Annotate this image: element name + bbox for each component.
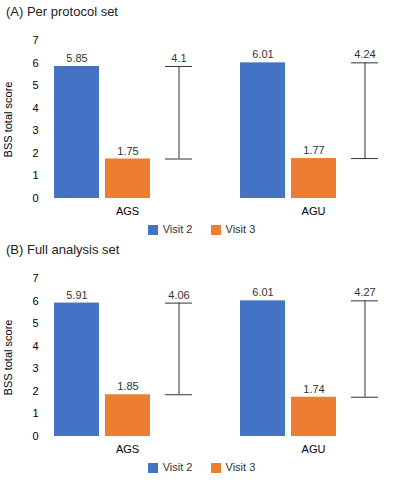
svg-text:4.24: 4.24 bbox=[354, 48, 375, 60]
svg-text:1: 1 bbox=[32, 407, 38, 419]
svg-text:AGS: AGS bbox=[116, 443, 139, 455]
html-text:Visit 3: Visit 3 bbox=[225, 461, 256, 473]
html-text:Visit 2: Visit 2 bbox=[162, 461, 193, 473]
svg-text:4.27: 4.27 bbox=[354, 286, 375, 298]
html-text:Visit 2: Visit 2 bbox=[162, 223, 193, 235]
svg-text:7: 7 bbox=[32, 34, 38, 46]
svg-text:BSS total score: BSS total score bbox=[2, 82, 14, 158]
svg-text:4.1: 4.1 bbox=[171, 52, 186, 64]
svg-text:2: 2 bbox=[32, 147, 38, 159]
svg-text:7: 7 bbox=[32, 272, 38, 284]
svg-text:3: 3 bbox=[32, 124, 38, 136]
svg-text:6: 6 bbox=[32, 295, 38, 307]
html-text:(A) Per protocol set: (A) Per protocol set bbox=[6, 4, 118, 19]
svg-text:AGU: AGU bbox=[302, 443, 326, 455]
svg-text:1.77: 1.77 bbox=[303, 144, 324, 156]
svg-text:BSS total score: BSS total score bbox=[2, 320, 14, 396]
svg-text:3: 3 bbox=[32, 362, 38, 374]
svg-text:1.74: 1.74 bbox=[303, 383, 324, 395]
svg-text:5.91: 5.91 bbox=[66, 289, 87, 301]
svg-text:1: 1 bbox=[32, 169, 38, 181]
svg-text:5.85: 5.85 bbox=[66, 52, 87, 64]
svg-text:0: 0 bbox=[32, 430, 38, 442]
svg-text:AGS: AGS bbox=[116, 205, 139, 217]
svg-text:6.01: 6.01 bbox=[252, 48, 273, 60]
svg-text:6: 6 bbox=[32, 57, 38, 69]
svg-text:1.75: 1.75 bbox=[117, 145, 138, 157]
svg-text:2: 2 bbox=[32, 385, 38, 397]
svg-text:5: 5 bbox=[32, 317, 38, 329]
html-text:Visit 3: Visit 3 bbox=[225, 223, 256, 235]
svg-text:1.85: 1.85 bbox=[117, 380, 138, 392]
svg-text:6.01: 6.01 bbox=[252, 286, 273, 298]
svg-text:4.06: 4.06 bbox=[168, 289, 189, 301]
svg-text:AGU: AGU bbox=[302, 205, 326, 217]
svg-text:4: 4 bbox=[32, 340, 38, 352]
svg-text:5: 5 bbox=[32, 79, 38, 91]
html-text:(B) Full analysis set: (B) Full analysis set bbox=[6, 242, 120, 257]
svg-text:4: 4 bbox=[32, 102, 38, 114]
svg-text:0: 0 bbox=[32, 192, 38, 204]
